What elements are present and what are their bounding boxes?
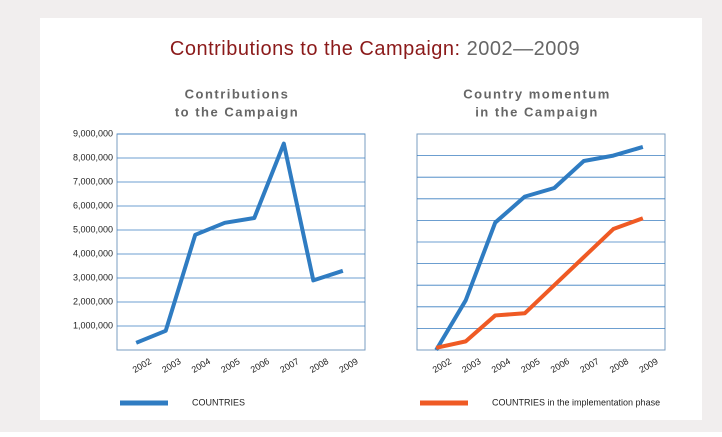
y-tick-label: 3,000,000 xyxy=(73,272,113,282)
title-main: Contributions to the Campaign: xyxy=(170,38,461,60)
data-line xyxy=(434,145,644,352)
y-tick-label: 7,000,000 xyxy=(73,176,113,186)
y-tick-label: 4,000,000 xyxy=(73,248,113,258)
y-tick-label: 2,000,000 xyxy=(73,296,113,306)
y-tick-label: 1,000,000 xyxy=(73,320,113,330)
chart-title: in the Campaign xyxy=(475,104,599,119)
legend-label: COUNTRIES xyxy=(192,397,245,407)
chart-title: Country momentum xyxy=(463,86,611,101)
legend-label: COUNTRIES in the implementation phase xyxy=(492,397,660,407)
y-tick-label: 9,000,000 xyxy=(73,128,113,138)
y-tick-label: 6,000,000 xyxy=(73,200,113,210)
y-tick-label: 5,000,000 xyxy=(73,224,113,234)
data-line xyxy=(135,141,344,345)
plot-area xyxy=(116,133,366,351)
y-tick-label: 8,000,000 xyxy=(73,152,113,162)
chart-title: to the Campaign xyxy=(175,104,299,119)
data-line xyxy=(435,216,644,350)
title-years: 2002—2009 xyxy=(467,38,580,60)
page-title: Contributions to the Campaign: 2002—2009 xyxy=(170,38,580,60)
chart-title: Contributions xyxy=(185,86,290,101)
